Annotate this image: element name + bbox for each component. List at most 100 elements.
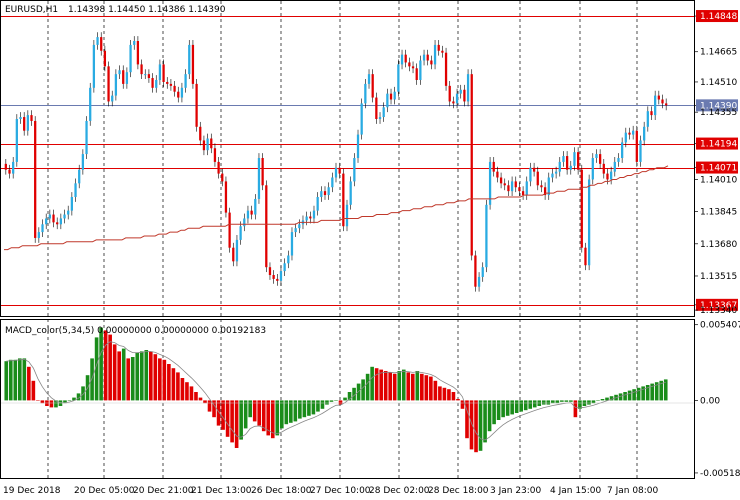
candle-down	[661, 99, 664, 104]
candle-up	[180, 87, 184, 98]
candle-up	[63, 214, 66, 219]
macd-bar	[144, 350, 149, 401]
candle-up	[129, 44, 132, 73]
macd-bar	[623, 392, 627, 401]
candle-up	[481, 267, 484, 277]
candle-up	[74, 183, 77, 197]
candle-up	[48, 214, 51, 219]
macd-bar	[90, 358, 94, 401]
candle-up	[254, 198, 257, 215]
candle-up	[45, 218, 48, 225]
macd-bar	[13, 359, 18, 401]
candle-up	[349, 181, 352, 205]
candle-down	[584, 247, 587, 266]
candle-down	[265, 185, 268, 268]
macd-bar	[194, 392, 198, 401]
macd-bar	[483, 400, 487, 443]
candle-down	[576, 152, 580, 170]
macd-bar	[243, 400, 248, 429]
candle-up	[643, 126, 646, 141]
macd-bar	[180, 378, 185, 401]
price-tick-label: 1.13845	[700, 208, 737, 218]
candle-up	[89, 87, 92, 121]
macd-bar	[460, 400, 465, 409]
macd-bar	[442, 387, 447, 401]
macd-bar	[325, 400, 329, 405]
macd-bar	[528, 400, 533, 409]
candle-down	[470, 74, 473, 256]
macd-bar	[343, 397, 347, 401]
candle-up	[386, 93, 389, 108]
macd-tick-label: 0.0054073	[700, 321, 740, 331]
candle-up	[331, 177, 334, 188]
macd-bar	[560, 400, 564, 402]
candle-up	[558, 161, 561, 172]
candle-up	[621, 142, 624, 158]
candle-down	[276, 278, 279, 281]
macd-bar	[81, 386, 85, 401]
candle-down	[140, 64, 143, 75]
time-axis-label: 26 Dec 18:00	[251, 486, 312, 496]
candle-down	[441, 50, 444, 53]
candle-up	[206, 138, 209, 151]
macd-bar	[72, 397, 76, 401]
candle-down	[56, 222, 59, 225]
candle-down	[404, 54, 407, 63]
macd-bar	[121, 348, 126, 401]
candle-down	[151, 78, 154, 88]
macd-bar	[284, 400, 289, 425]
candle-up	[294, 228, 297, 233]
candle-down	[52, 214, 55, 223]
macd-bar	[429, 376, 433, 401]
macd-bar	[420, 373, 424, 401]
candle-up	[257, 158, 261, 199]
candle-up	[551, 173, 554, 178]
candle-down	[565, 156, 569, 170]
candle-up	[246, 210, 250, 219]
candle-down	[199, 126, 202, 141]
macd-bar	[203, 400, 207, 404]
price-level-badge-text: 1.14071	[700, 164, 737, 174]
macd-bar	[126, 358, 131, 401]
candle-up	[59, 218, 62, 225]
price-tick-label: 1.14355	[700, 108, 737, 118]
candle-down	[474, 255, 477, 287]
macd-bar	[252, 400, 257, 422]
candle-down	[8, 169, 11, 174]
macd-bar	[587, 400, 591, 405]
macd-bar	[469, 400, 474, 450]
macd-bar	[117, 351, 121, 401]
macd-bar	[338, 400, 343, 405]
candle-up	[345, 204, 349, 227]
candle-down	[532, 167, 536, 172]
macd-bar	[609, 396, 614, 401]
candle-down	[503, 183, 506, 186]
candle-up	[510, 181, 514, 192]
candle-down	[628, 132, 631, 135]
candle-up	[569, 165, 572, 170]
candle-up	[364, 83, 367, 104]
candle-down	[598, 154, 602, 164]
candle-up	[525, 181, 528, 196]
macd-bar	[148, 351, 153, 401]
macd-bar	[424, 375, 429, 401]
macd-bar	[185, 382, 189, 401]
candle-up	[356, 134, 360, 158]
macd-bar	[406, 372, 411, 401]
macd-bar	[447, 389, 451, 401]
candle-down	[30, 115, 33, 121]
macd-bar	[659, 380, 664, 401]
candle-up	[591, 158, 594, 180]
candle-up	[12, 161, 15, 174]
candle-down	[323, 191, 327, 196]
candle-up	[81, 154, 85, 170]
price-level-badge	[696, 10, 738, 23]
macd-bar	[347, 392, 352, 401]
candle-down	[136, 41, 140, 65]
candle-down	[540, 185, 543, 188]
macd-bar	[532, 400, 537, 408]
time-axis-label: 19 Dec 2018	[3, 486, 61, 496]
candle-down	[496, 171, 499, 178]
